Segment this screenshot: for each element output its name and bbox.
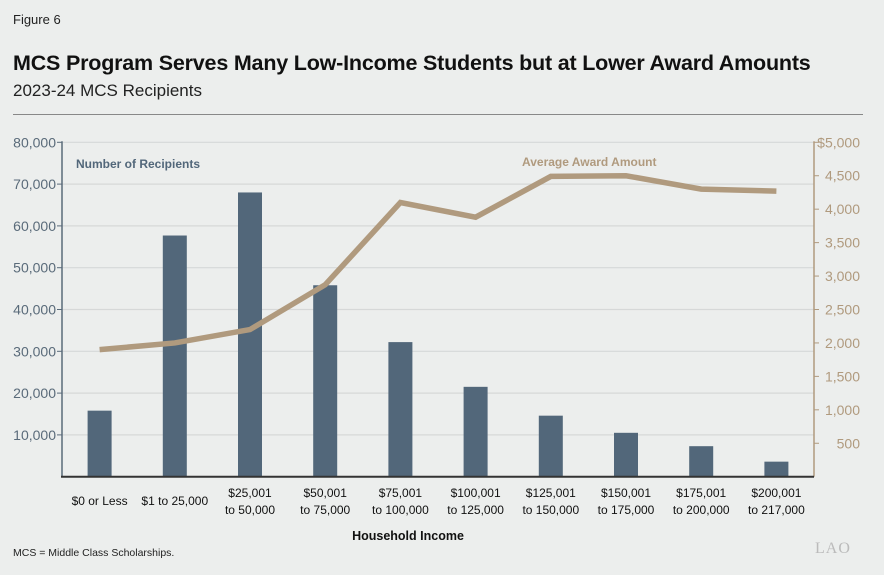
x-tick-label-line: $75,001 [379, 486, 423, 500]
bar [614, 432, 638, 477]
divider [13, 114, 863, 115]
x-tick-label: $200,001 to 217,000 [748, 486, 805, 517]
left-axis-tick-label: 40,000 [13, 302, 56, 318]
bar [238, 192, 262, 477]
x-tick-label: $100,001 to 125,000 [447, 486, 504, 517]
x-tick-label-line: $150,001 [601, 486, 651, 500]
left-axis-tick-label: 20,000 [13, 385, 56, 401]
chart-title: MCS Program Serves Many Low-Income Stude… [13, 51, 811, 75]
series-label-award: Average Award Amount [522, 155, 656, 169]
right-axis-tick-label: 4,000 [825, 201, 860, 217]
figure-label: Figure 6 [13, 12, 61, 27]
left-axis-tick-label: 50,000 [13, 260, 56, 276]
bar [538, 415, 563, 477]
x-tick-label-line: to 150,000 [522, 503, 579, 517]
x-tick-label-line: to 200,000 [673, 503, 730, 517]
x-axis-title: Household Income [352, 529, 464, 543]
x-tick-label-line: to 100,000 [372, 503, 429, 517]
x-tick-label-line: to 175,000 [598, 503, 655, 517]
x-tick-label-line: $125,001 [526, 486, 576, 500]
right-axis-tick-label: 2,000 [825, 335, 860, 351]
x-tick-label-line: to 75,000 [300, 503, 350, 517]
right-axis-tick-label: 2,500 [825, 302, 860, 318]
x-tick-label-line: to 50,000 [225, 503, 275, 517]
x-tick-label: $50,001 to 75,000 [300, 486, 350, 517]
x-tick-label-line: $100,001 [451, 486, 501, 500]
lao-logo: LAO [815, 540, 851, 557]
x-tick-label-line: $25,001 [228, 486, 272, 500]
right-axis-tick-label: 3,000 [825, 268, 860, 284]
average-award-line [99, 172, 777, 353]
x-tick-label-line: to 217,000 [748, 503, 805, 517]
left-axis-tick-label: 80,000 [13, 134, 56, 150]
series-label-recipients: Number of Recipients [76, 157, 200, 171]
bar [689, 446, 714, 477]
x-tick-label-line: $200,001 [751, 486, 801, 500]
x-tick-label: $0 or Less [72, 494, 128, 508]
x-tick-label: $25,001 to 50,000 [225, 486, 275, 517]
left-axis-tick-label: 30,000 [13, 343, 56, 359]
footnote: MCS = Middle Class Scholarships. [13, 547, 175, 559]
bar [764, 461, 789, 477]
bar [463, 386, 488, 477]
chart-subtitle: 2023-24 MCS Recipients [13, 81, 202, 100]
x-tick-label: $125,001 to 150,000 [522, 486, 579, 517]
bar [313, 285, 338, 477]
x-tick-label: $1 to 25,000 [141, 494, 208, 508]
x-tick-label: $175,001 to 200,000 [673, 486, 730, 517]
bar [162, 235, 187, 477]
right-axis-tick-label: $5,000 [817, 134, 860, 150]
x-tick-label: $75,001 to 100,000 [372, 486, 429, 517]
right-axis-tick-label: 500 [837, 435, 861, 451]
right-axis-tick-label: 3,500 [825, 235, 860, 251]
right-axis-tick-label: 1,000 [825, 402, 860, 418]
right-axis-tick-label: 4,500 [825, 168, 860, 184]
x-tick-label-line: $50,001 [304, 486, 348, 500]
right-axis-tick-label: 1,500 [825, 368, 860, 384]
left-axis-tick-label: 10,000 [13, 427, 56, 443]
left-axis-tick-label: 60,000 [13, 218, 56, 234]
bar [388, 342, 413, 477]
x-tick-label-line: to 125,000 [447, 503, 504, 517]
bar [87, 410, 112, 477]
x-tick-label: $150,001 to 175,000 [598, 486, 655, 517]
x-tick-label-line: $175,001 [676, 486, 726, 500]
left-axis-tick-label: 70,000 [13, 176, 56, 192]
